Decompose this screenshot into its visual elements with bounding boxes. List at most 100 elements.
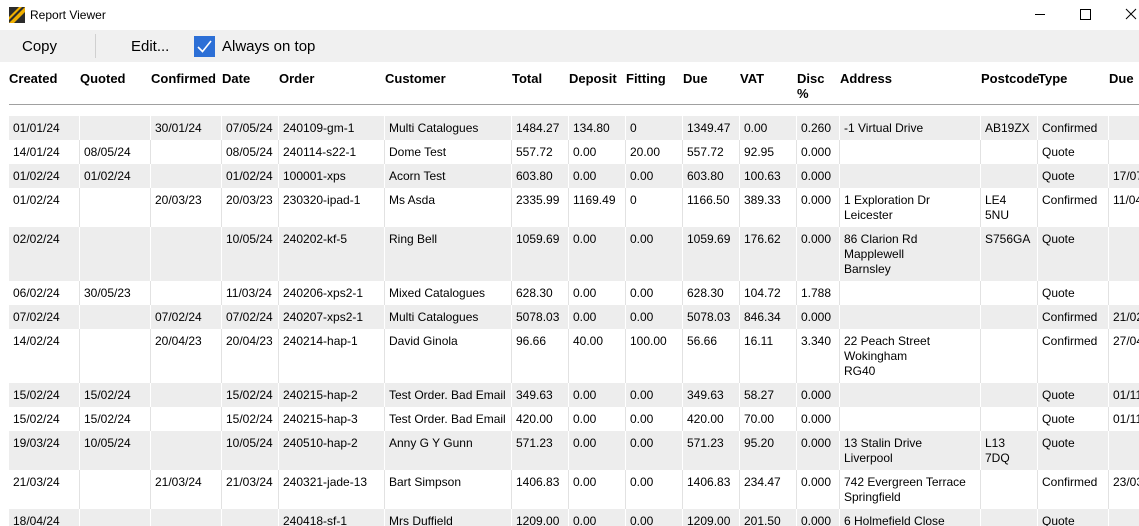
cell: 15/02/24: [9, 407, 80, 431]
table-row[interactable]: 21/03/24 21/03/24 21/03/24 240321-jade-13 Ba…: [9, 470, 1139, 509]
copy-button[interactable]: Copy: [22, 38, 58, 55]
table-row[interactable]: 02/02/24 10/05/24 240202-kf-5 Ring Bell 1059…: [9, 227, 1139, 281]
cell: LE4 5NU: [981, 188, 1038, 227]
cell: [840, 164, 981, 188]
cell: [840, 140, 981, 164]
cell: [151, 509, 222, 526]
cell: Dome Test: [385, 140, 512, 164]
column-header[interactable]: Fitting: [626, 71, 666, 86]
cell: 420.00: [512, 407, 569, 431]
column-header[interactable]: Deposit: [569, 71, 617, 86]
table-row[interactable]: 07/02/24 07/02/24 07/02/24 240207-xps2-1 Mul…: [9, 305, 1139, 329]
column-header[interactable]: Order: [279, 71, 315, 86]
cell: 07/05/24: [222, 116, 279, 140]
cell: 86 Clarion Rd Mapplewell Barnsley: [840, 227, 981, 281]
table-row[interactable]: 01/01/24 30/01/24 07/05/24 240109-gm-1 Multi…: [9, 116, 1139, 140]
cell: 1349.47: [683, 116, 740, 140]
cell: 230320-ipad-1: [279, 188, 385, 227]
column-header[interactable]: Due: [1109, 71, 1134, 86]
cell: [222, 509, 279, 526]
cell: 389.33: [740, 188, 797, 227]
column-header[interactable]: VAT: [740, 71, 765, 86]
cell: 01/01/24: [9, 116, 80, 140]
column-header[interactable]: Date: [222, 71, 251, 86]
cell: L13 7DQ: [981, 431, 1038, 470]
cell: 0.00: [740, 116, 797, 140]
title-bar: Report Viewer: [0, 0, 1139, 30]
cell: 0.00: [626, 281, 683, 305]
cell: 0.000: [797, 140, 840, 164]
cell: 742 Evergreen Terrace Springfield: [840, 470, 981, 509]
cell: 0.00: [569, 470, 626, 509]
column-header[interactable]: Address: [840, 71, 893, 86]
cell: [1109, 281, 1139, 305]
cell: 240510-hap-2: [279, 431, 385, 470]
cell: [1109, 431, 1139, 470]
column-header[interactable]: Postcode: [981, 71, 1040, 86]
cell: 0.00: [569, 509, 626, 526]
column-header[interactable]: Due: [683, 71, 708, 86]
column-header[interactable]: Created: [9, 71, 58, 86]
table-row[interactable]: 14/02/24 20/04/23 20/04/23 240214-hap-1 Davi…: [9, 329, 1139, 383]
close-button[interactable]: [1120, 4, 1139, 24]
table-body: 01/01/24 30/01/24 07/05/24 240109-gm-1 Multi…: [9, 116, 1139, 526]
table-row[interactable]: 01/02/24 01/02/24 01/02/24 100001-xps Acorn …: [9, 164, 1139, 188]
table-row[interactable]: 19/03/24 10/05/24 10/05/24 240510-hap-2 Anny…: [9, 431, 1139, 470]
cell: AB19ZX: [981, 116, 1038, 140]
cell: 0.000: [797, 383, 840, 407]
cell: 240418-sf-1: [279, 509, 385, 526]
cell: 0.000: [797, 305, 840, 329]
cell: [151, 227, 222, 281]
column-header[interactable]: Disc %: [797, 71, 825, 101]
edit-button[interactable]: Edit...: [131, 38, 170, 55]
cell: 603.80: [512, 164, 569, 188]
checkbox[interactable]: [194, 36, 215, 57]
cell: Quote: [1038, 509, 1109, 526]
column-header[interactable]: Quoted: [80, 71, 126, 86]
cell: 11/04: [1109, 188, 1139, 227]
cell: 22 Peach Street Wokingham RG40: [840, 329, 981, 383]
cell: [80, 188, 151, 227]
cell: 20/03/23: [151, 188, 222, 227]
cell: Ms Asda: [385, 188, 512, 227]
cell: Confirmed: [1038, 305, 1109, 329]
minimize-button[interactable]: [1030, 4, 1050, 24]
maximize-button[interactable]: [1075, 4, 1095, 24]
cell: 1406.83: [512, 470, 569, 509]
table-row[interactable]: 14/01/24 08/05/24 08/05/24 240114-s22-1 Dome…: [9, 140, 1139, 164]
column-header[interactable]: Total: [512, 71, 543, 86]
cell: 0.00: [569, 140, 626, 164]
cell: 06/02/24: [9, 281, 80, 305]
table-row[interactable]: 15/02/24 15/02/24 15/02/24 240215-hap-3 Test…: [9, 407, 1139, 431]
cell: 240206-xps2-1: [279, 281, 385, 305]
cell: 0.00: [626, 227, 683, 281]
cell: 240202-kf-5: [279, 227, 385, 281]
column-header[interactable]: Customer: [385, 71, 446, 86]
cell: 557.72: [683, 140, 740, 164]
cell: 349.63: [683, 383, 740, 407]
cell: 234.47: [740, 470, 797, 509]
column-header[interactable]: Confirmed: [151, 71, 216, 86]
cell: 15/02/24: [222, 383, 279, 407]
table-row[interactable]: 18/04/24 240418-sf-1 Mrs Duffield 1209.00 0.…: [9, 509, 1139, 526]
cell: 20/03/23: [222, 188, 279, 227]
cell: [1109, 227, 1139, 281]
table-row[interactable]: 01/02/24 20/03/23 20/03/23 230320-ipad-1 Ms …: [9, 188, 1139, 227]
cell: 20/04/23: [222, 329, 279, 383]
cell: Bart Simpson: [385, 470, 512, 509]
cell: 07/02/24: [222, 305, 279, 329]
cell: 56.66: [683, 329, 740, 383]
cell: 0.00: [569, 227, 626, 281]
cell: 1166.50: [683, 188, 740, 227]
cell: 0.000: [797, 164, 840, 188]
table-row[interactable]: 06/02/24 30/05/23 11/03/24 240206-xps2-1 Mix…: [9, 281, 1139, 305]
cell: 10/05/24: [222, 227, 279, 281]
cell: [151, 431, 222, 470]
window-title: Report Viewer: [30, 8, 106, 22]
cell: 08/05/24: [80, 140, 151, 164]
cell: 0.260: [797, 116, 840, 140]
table-row[interactable]: 15/02/24 15/02/24 15/02/24 240215-hap-2 Test…: [9, 383, 1139, 407]
always-on-top-label[interactable]: Always on top: [222, 38, 316, 55]
column-header[interactable]: Type: [1038, 71, 1068, 86]
